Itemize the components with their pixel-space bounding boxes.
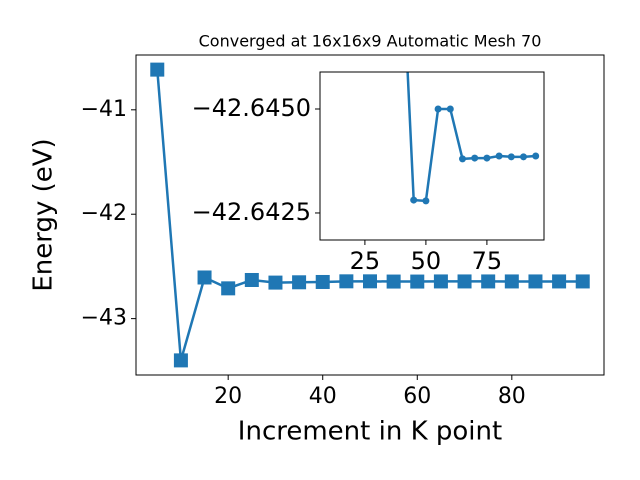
y-tick-label: −41 <box>81 97 127 122</box>
y-tick-label: −42.6450 <box>192 94 311 122</box>
marker <box>528 274 543 289</box>
x-axis-label: Increment in K point <box>238 417 502 447</box>
marker <box>446 105 454 113</box>
marker <box>471 154 479 162</box>
marker <box>457 274 472 289</box>
marker <box>495 152 503 160</box>
marker <box>339 274 354 289</box>
marker <box>483 154 491 162</box>
y-tick-label: −43 <box>81 306 127 331</box>
marker <box>244 272 259 287</box>
series <box>406 72 540 205</box>
marker <box>520 153 528 161</box>
marker <box>434 105 442 113</box>
marker <box>459 155 467 163</box>
axes-frame <box>135 54 605 376</box>
marker <box>507 153 515 161</box>
marker <box>292 275 307 290</box>
x-tick-label: 20 <box>214 384 242 409</box>
marker <box>481 274 496 289</box>
marker <box>150 62 165 77</box>
marker <box>575 274 590 289</box>
marker <box>532 152 540 160</box>
series <box>150 62 590 368</box>
chart-title: Converged at 16x16x9 Automatic Mesh 70 <box>199 32 542 51</box>
x-tick-label: 40 <box>309 384 337 409</box>
axes-frame <box>319 71 545 241</box>
marker <box>315 274 330 289</box>
marker <box>221 281 236 296</box>
x-tick-label: 25 <box>350 247 381 275</box>
marker <box>268 275 283 290</box>
y-tick-label: −42 <box>81 201 127 226</box>
x-tick-label: 75 <box>472 247 503 275</box>
inset: 25 50 75 −42.6425 −42.6450 <box>192 71 545 275</box>
y-axis-label: Energy (eV) <box>29 138 59 291</box>
x-tick-label: 80 <box>498 384 526 409</box>
marker <box>433 274 448 289</box>
x-tick-label: 60 <box>403 384 431 409</box>
marker <box>552 274 567 289</box>
marker <box>173 353 188 368</box>
marker <box>410 274 425 289</box>
marker <box>504 274 519 289</box>
y-tick-label: −42.6425 <box>192 198 311 226</box>
marker <box>363 274 377 289</box>
marker <box>422 197 430 205</box>
marker <box>197 270 212 285</box>
marker <box>410 196 418 204</box>
x-tick-label: 50 <box>411 247 442 275</box>
marker <box>386 274 401 289</box>
